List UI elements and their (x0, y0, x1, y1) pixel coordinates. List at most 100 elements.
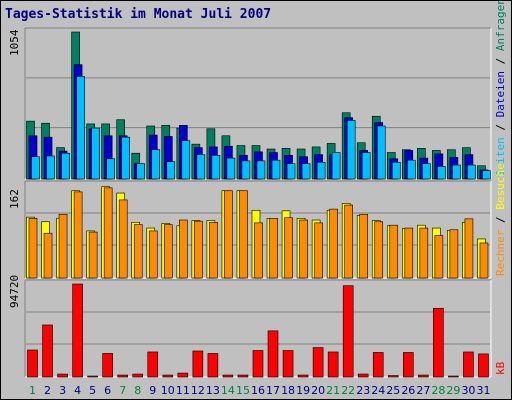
x-tick-label: 28 (431, 384, 445, 397)
x-tick-label: 21 (326, 384, 340, 397)
bar-kb (267, 330, 279, 378)
bar-kb (357, 373, 369, 378)
bar-rechner (479, 242, 489, 279)
x-tick-label: 10 (161, 384, 175, 397)
bar-seiten (91, 127, 100, 180)
bar-seiten (31, 156, 40, 180)
bar-seiten (376, 125, 386, 180)
bar-kb (252, 350, 264, 378)
bar-rechner (118, 199, 128, 279)
bar-kb (192, 350, 204, 378)
y-tick-label: 94720 (8, 275, 21, 308)
bar-kb (117, 374, 128, 378)
bar-kb (448, 375, 459, 378)
bar-seiten (211, 154, 221, 180)
bar-seiten (226, 157, 236, 180)
bar-seiten (346, 120, 356, 180)
bar-rechner (194, 220, 203, 279)
legend-dateien: Dateien (494, 71, 507, 117)
bar-kb (372, 352, 384, 378)
bar-seiten (437, 166, 446, 180)
bar-rechner (224, 190, 233, 279)
bar-kb (297, 374, 309, 378)
legend-top: Seiten / Dateien / Anfragen (494, 1, 507, 177)
bar-kb (463, 351, 474, 378)
bar-seiten (452, 164, 461, 180)
x-tick-label: 23 (356, 384, 370, 397)
bar-rechner (374, 221, 384, 279)
y-tick-label: 162 (8, 189, 21, 209)
chart-title: Tages-Statistik im Monat Juli 2007 (5, 7, 272, 22)
bar-seiten (151, 149, 161, 180)
bar-seiten (361, 152, 371, 180)
bar-rechner (299, 219, 308, 279)
legend-bottom: kB (494, 361, 507, 375)
bar-kb (147, 351, 159, 378)
x-tick-label: 8 (134, 384, 141, 397)
bar-kb (403, 352, 414, 378)
bar-seiten (61, 152, 70, 180)
bar-rechner (254, 222, 263, 279)
bar-kb (87, 375, 98, 378)
bar-kb (433, 307, 444, 378)
bar-kb (207, 353, 219, 378)
bar-kb (478, 353, 489, 378)
x-tick-label: 25 (386, 384, 400, 397)
bar-seiten (46, 155, 55, 180)
bar-kb (418, 374, 429, 378)
bar-rechner (133, 224, 143, 279)
x-tick-label: 5 (89, 384, 96, 397)
x-tick-label: 27 (416, 384, 430, 397)
bar-seiten (286, 163, 296, 180)
bar-rechner (404, 227, 414, 279)
x-tick-label: 2 (44, 384, 51, 397)
legend-middle: Rechner / Besuche (494, 163, 507, 276)
bar-seiten (196, 154, 206, 180)
bar-rechner (434, 235, 444, 279)
bar-kb (57, 373, 68, 378)
x-tick-label: 12 (191, 384, 205, 397)
bar-rechner (103, 187, 113, 279)
bar-kb (72, 283, 83, 378)
bar-rechner (464, 218, 474, 279)
bar-rechner (239, 190, 248, 279)
bar-kb (177, 372, 189, 378)
bar-seiten (181, 140, 191, 180)
bar-rechner (269, 217, 278, 279)
bar-rechner (344, 204, 353, 279)
bar-rechner (284, 217, 293, 279)
bar-kb (102, 353, 113, 378)
bar-seiten (121, 136, 130, 180)
bar-seiten (391, 161, 401, 180)
x-tick-label: 3 (59, 384, 66, 397)
bar-kb (42, 324, 53, 378)
x-tick-label: 11 (176, 384, 190, 397)
bar-rechner (148, 230, 158, 279)
bar-rechner (43, 232, 53, 279)
bar-seiten (422, 163, 431, 180)
bar-seiten (407, 159, 416, 180)
x-tick-label: 30 (461, 384, 475, 397)
bar-seiten (241, 160, 251, 180)
bar-kb (312, 347, 324, 378)
x-tick-label: 7 (119, 384, 126, 397)
x-tick-label: 6 (104, 384, 111, 397)
bar-seiten (76, 76, 85, 180)
bar-kb (282, 350, 294, 378)
x-tick-label: 1 (29, 384, 36, 397)
legend-besuche: Besuche (494, 163, 507, 209)
bar-rechner (209, 222, 218, 279)
bar-seiten (271, 159, 281, 180)
x-tick-label: 14 (221, 384, 235, 397)
x-tick-label: 24 (371, 384, 385, 397)
bar-kb (132, 373, 144, 378)
bar-rechner (419, 227, 429, 279)
bar-kb (342, 285, 354, 378)
x-tick-label: 13 (206, 384, 220, 397)
bar-seiten (482, 170, 491, 180)
bar-seiten (256, 160, 266, 180)
bar-seiten (316, 161, 326, 180)
bar-rechner (163, 224, 173, 279)
